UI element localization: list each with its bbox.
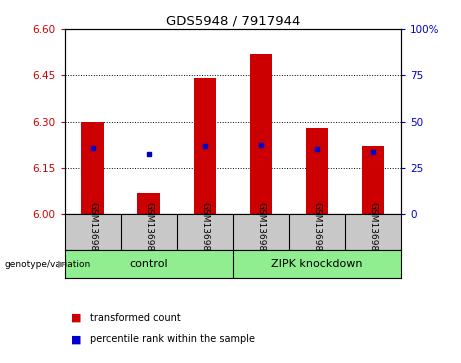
Bar	[362, 146, 384, 214]
Text: genotype/variation: genotype/variation	[5, 260, 91, 269]
Title: GDS5948 / 7917944: GDS5948 / 7917944	[165, 15, 300, 28]
Text: ZIPK knockdown: ZIPK knockdown	[271, 259, 363, 269]
Text: GSM1369858: GSM1369858	[200, 202, 209, 263]
Text: control: control	[130, 259, 168, 269]
Text: GSM1369857: GSM1369857	[144, 202, 153, 263]
Bar	[82, 122, 104, 214]
Text: transformed count: transformed count	[90, 313, 181, 323]
Text: GSM1369856: GSM1369856	[88, 202, 97, 263]
Text: GSM1369864: GSM1369864	[368, 202, 378, 263]
Bar	[306, 128, 328, 214]
Bar	[137, 192, 160, 214]
Text: ■: ■	[71, 313, 82, 323]
Text: ■: ■	[71, 334, 82, 344]
Text: GSM1369863: GSM1369863	[313, 202, 321, 263]
Text: percentile rank within the sample: percentile rank within the sample	[90, 334, 255, 344]
Text: ▶: ▶	[58, 259, 65, 269]
Text: GSM1369862: GSM1369862	[256, 202, 266, 263]
Bar	[250, 54, 272, 214]
Bar	[194, 78, 216, 214]
